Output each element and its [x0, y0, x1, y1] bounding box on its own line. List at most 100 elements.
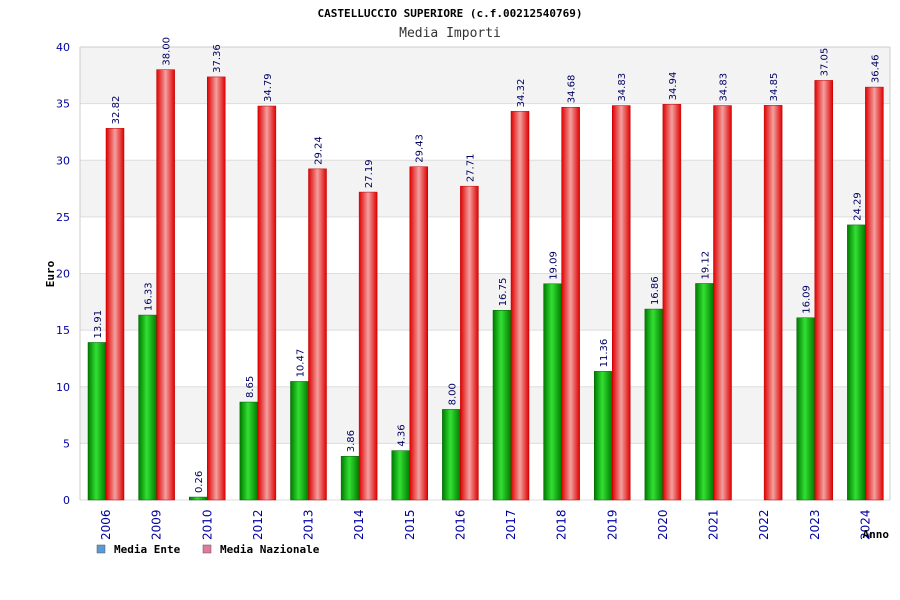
y-axis-ticks: 0 5 10 15 20 25 30 35 40 [56, 41, 70, 507]
y-tick-label: 35 [56, 98, 70, 111]
chart-title: CASTELLUCCIO SUPERIORE (c.f.00212540769) [318, 7, 583, 20]
x-tick-label-2019: 2019 [605, 509, 619, 540]
bar-media-nazionale-2015 [409, 166, 428, 501]
data-label-media-ente-2018: 19.09 [549, 251, 560, 280]
y-tick-label: 5 [63, 437, 70, 450]
data-label-media-nazionale-2014: 27.19 [364, 159, 375, 188]
x-tick-label-2010: 2010 [200, 509, 214, 540]
bar-media-ente-2015 [391, 450, 410, 501]
bar-media-nazionale-2010 [207, 76, 226, 501]
x-axis-label: Anno [863, 528, 890, 541]
bar-media-nazionale-2022 [763, 105, 783, 501]
bar-media-ente-2014 [340, 456, 360, 501]
data-label-media-ente-2013: 10.47 [296, 349, 307, 378]
x-tick-label-2024: 2024 [858, 509, 872, 540]
data-label-media-ente-2023: 16.09 [802, 285, 813, 314]
x-tick-label-2020: 2020 [656, 509, 670, 540]
y-tick-label: 0 [63, 494, 70, 507]
x-tick-label-2013: 2013 [302, 509, 316, 540]
data-label-media-ente-2006: 13.91 [93, 310, 104, 339]
data-labels: 13.91 32.82 16.33 38.00 0.26 37.36 8.65 34.79 10… [93, 37, 881, 493]
legend-label-media-nazionale: Media Nazionale [220, 543, 320, 556]
data-label-media-nazionale-2013: 29.24 [314, 136, 325, 165]
data-label-media-nazionale-2018: 34.68 [567, 75, 578, 104]
bar-media-ente-2018 [543, 283, 562, 501]
data-label-media-nazionale-2023: 37.05 [820, 48, 831, 77]
data-label-media-nazionale-2015: 29.43 [415, 134, 426, 163]
data-label-media-ente-2015: 4.36 [397, 424, 408, 446]
data-label-media-nazionale-2017: 34.32 [516, 79, 527, 108]
bar-media-nazionale-2017 [510, 111, 530, 501]
legend: Media Ente Media Nazionale [96, 543, 320, 556]
data-label-media-nazionale-2009: 38.00 [162, 37, 173, 66]
legend-swatch-media-ente [96, 544, 106, 554]
data-label-media-nazionale-2024: 36.46 [870, 54, 881, 83]
bar-media-nazionale-2006 [105, 128, 125, 501]
bar-media-nazionale-2016 [460, 185, 479, 501]
legend-swatch-media-nazionale [202, 544, 212, 554]
data-label-media-nazionale-2016: 27.71 [465, 154, 476, 183]
bar-media-nazionale-2014 [358, 191, 378, 501]
x-tick-label-2022: 2022 [757, 509, 771, 540]
bar-media-nazionale-2024 [865, 86, 884, 501]
data-label-media-ente-2010: 0.26 [194, 471, 205, 493]
bar-media-nazionale-2020 [662, 104, 682, 501]
data-label-media-ente-2019: 11.36 [599, 339, 610, 368]
bar-media-nazionale-2012 [257, 105, 277, 501]
data-label-media-ente-2012: 8.65 [245, 376, 256, 398]
data-label-media-nazionale-2006: 32.82 [111, 96, 122, 125]
y-tick-label: 30 [56, 154, 70, 167]
bar-media-ente-2019 [594, 371, 613, 501]
data-label-media-nazionale-2020: 34.94 [668, 72, 679, 101]
data-label-media-nazionale-2010: 37.36 [212, 44, 223, 73]
x-tick-label-2009: 2009 [150, 509, 164, 540]
bar-media-nazionale-2023 [814, 80, 833, 501]
bars [87, 69, 884, 501]
x-tick-label-2021: 2021 [707, 509, 721, 540]
x-tick-label-2012: 2012 [251, 509, 265, 540]
data-label-media-nazionale-2021: 34.83 [719, 73, 730, 102]
data-label-media-nazionale-2019: 34.83 [617, 73, 628, 102]
data-label-media-ente-2009: 16.33 [144, 282, 155, 311]
x-tick-label-2018: 2018 [555, 509, 569, 540]
data-label-media-nazionale-2022: 34.85 [769, 73, 780, 102]
x-tick-label-2016: 2016 [453, 509, 467, 540]
bar-media-nazionale-2018 [561, 106, 580, 501]
bar-media-ente-2013 [290, 381, 309, 501]
data-label-media-ente-2014: 3.86 [346, 430, 357, 452]
bar-media-ente-2017 [492, 310, 512, 501]
bar-media-nazionale-2019 [612, 105, 631, 501]
legend-label-media-ente: Media Ente [114, 543, 181, 556]
y-tick-label: 25 [56, 211, 70, 224]
bar-media-nazionale-2013 [308, 168, 327, 501]
data-label-media-ente-2017: 16.75 [498, 278, 509, 307]
bar-media-nazionale-2021 [713, 105, 732, 501]
bar-media-ente-2009 [138, 314, 157, 501]
x-axis-ticks: 2006 2009 2010 2012 2013 2014 2015 2016 2017 2018… [99, 509, 872, 540]
bar-media-nazionale-2009 [156, 69, 175, 501]
bar-media-ente-2012 [239, 401, 259, 501]
x-tick-label-2014: 2014 [352, 509, 366, 540]
data-label-media-ente-2016: 8.00 [447, 383, 458, 405]
data-label-media-ente-2020: 16.86 [650, 276, 661, 305]
x-tick-label-2023: 2023 [808, 509, 822, 540]
data-label-media-nazionale-2012: 34.79 [263, 73, 274, 102]
y-tick-label: 40 [56, 41, 70, 54]
x-tick-label-2015: 2015 [403, 509, 417, 540]
bar-media-ente-2020 [644, 308, 664, 501]
bar-media-ente-2010 [189, 496, 208, 501]
x-tick-label-2006: 2006 [99, 509, 113, 540]
bar-media-ente-2021 [695, 283, 714, 501]
y-tick-label: 20 [56, 268, 70, 281]
bar-media-ente-2023 [796, 317, 815, 501]
data-label-media-ente-2021: 19.12 [701, 251, 712, 280]
bar-media-ente-2024 [847, 224, 866, 501]
y-axis-label: Euro [44, 260, 57, 287]
y-tick-label: 15 [56, 324, 70, 337]
bar-media-ente-2006 [87, 342, 107, 501]
data-label-media-ente-2024: 24.29 [852, 192, 863, 221]
y-tick-label: 10 [56, 381, 70, 394]
chart-subtitle: Media Importi [399, 26, 501, 41]
bar-media-ente-2016 [442, 409, 461, 501]
x-tick-label-2017: 2017 [504, 509, 518, 540]
